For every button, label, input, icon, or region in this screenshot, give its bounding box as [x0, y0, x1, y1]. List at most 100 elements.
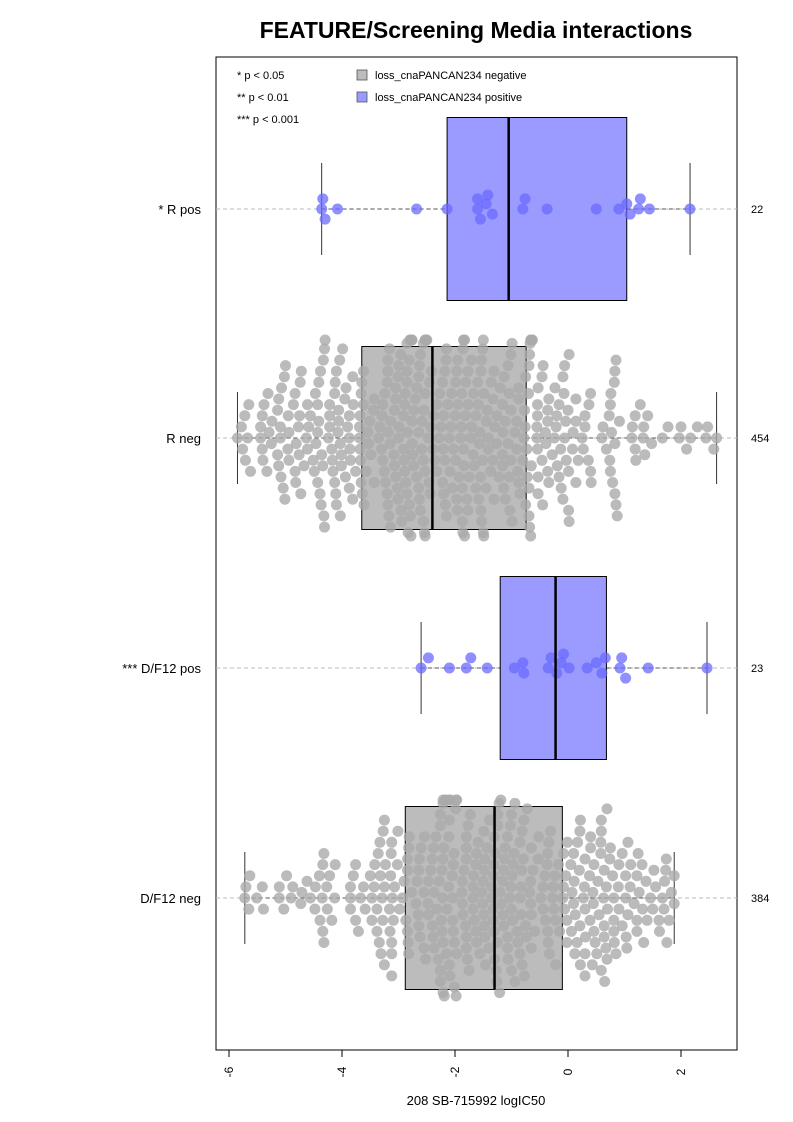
data-point: [551, 410, 563, 422]
data-point: [568, 898, 580, 910]
data-point: [416, 415, 428, 427]
x-axis-label: 208 SB-715992 logIC50: [407, 1093, 546, 1108]
data-point: [439, 454, 451, 466]
data-point: [472, 193, 484, 205]
data-point: [422, 898, 434, 910]
data-point: [519, 193, 531, 205]
data-point: [456, 875, 468, 887]
data-point: [255, 432, 267, 444]
data-point: [609, 488, 621, 500]
data-point: [497, 909, 509, 921]
data-point: [572, 836, 584, 848]
data-point: [472, 399, 484, 411]
data-point: [437, 443, 449, 455]
data-point: [438, 842, 450, 854]
data-point: [324, 421, 336, 433]
data-point: [518, 667, 530, 679]
group-negative-1: R neg 454: [166, 334, 769, 542]
data-point: [445, 421, 457, 433]
data-point: [468, 388, 480, 399]
legend-swatch-negative: [356, 69, 368, 81]
data-point: [369, 859, 381, 871]
significance-key-2: ** p < 0.01: [237, 92, 289, 104]
data-point: [295, 898, 307, 910]
data-point: [385, 521, 397, 533]
data-point: [400, 914, 412, 926]
data-point: [321, 881, 333, 893]
data-point: [624, 881, 636, 893]
data-point: [413, 482, 425, 494]
data-point: [342, 421, 354, 433]
data-point: [326, 914, 338, 926]
data-point: [354, 421, 365, 433]
data-point: [359, 903, 371, 915]
data-point: [314, 488, 326, 500]
data-point: [315, 499, 327, 511]
data-point: [507, 914, 519, 926]
data-point: [450, 454, 462, 466]
data-point: [613, 903, 625, 915]
data-point: [523, 482, 535, 494]
x-tick-label: -6: [222, 1066, 236, 1077]
data-point: [450, 990, 462, 1002]
data-point: [474, 471, 486, 483]
data-point: [494, 886, 506, 898]
data-point: [499, 493, 511, 505]
data-point: [278, 371, 290, 383]
data-point: [472, 376, 484, 388]
data-point: [600, 443, 612, 455]
data-point: [428, 886, 440, 898]
data-point: [462, 365, 474, 377]
data-point: [559, 360, 571, 372]
data-point: [309, 903, 321, 915]
data-point: [413, 360, 425, 372]
data-point: [480, 482, 492, 494]
data-point: [441, 203, 453, 215]
data-point: [347, 493, 359, 505]
data-point: [273, 393, 285, 405]
data-point: [498, 371, 510, 383]
data-point: [300, 432, 312, 444]
data-point: [494, 987, 506, 999]
data-point: [425, 864, 437, 876]
data-point: [321, 903, 333, 915]
data-point: [354, 443, 366, 455]
data-point: [313, 376, 325, 388]
data-point: [523, 388, 534, 399]
data-point: [612, 881, 624, 893]
data-point: [255, 421, 267, 433]
data-point: [235, 421, 247, 433]
data-point: [276, 382, 287, 394]
data-point: [447, 859, 459, 871]
data-point: [465, 354, 477, 366]
data-point: [506, 903, 517, 915]
data-point: [673, 432, 685, 444]
data-point: [410, 898, 422, 910]
data-point: [398, 454, 410, 466]
data-point: [330, 488, 342, 500]
significance-key-3: *** p < 0.001: [237, 114, 299, 126]
data-point: [443, 662, 455, 674]
data-point: [535, 892, 547, 904]
data-point: [604, 454, 616, 466]
data-point: [386, 892, 398, 904]
data-point: [563, 504, 575, 516]
data-point: [437, 376, 449, 388]
data-point: [608, 925, 620, 937]
data-point: [377, 454, 389, 466]
data-point: [525, 460, 537, 472]
data-point: [437, 477, 449, 488]
data-point: [621, 942, 633, 954]
data-point: [579, 421, 591, 433]
data-point: [616, 652, 628, 664]
data-point: [579, 853, 591, 865]
data-point: [503, 388, 515, 399]
data-point: [451, 948, 463, 960]
data-point: [379, 388, 391, 399]
data-point: [337, 343, 349, 355]
data-point: [435, 421, 447, 433]
data-point: [355, 388, 367, 399]
data-point: [470, 482, 482, 494]
data-point: [262, 388, 274, 399]
data-point: [402, 925, 413, 937]
